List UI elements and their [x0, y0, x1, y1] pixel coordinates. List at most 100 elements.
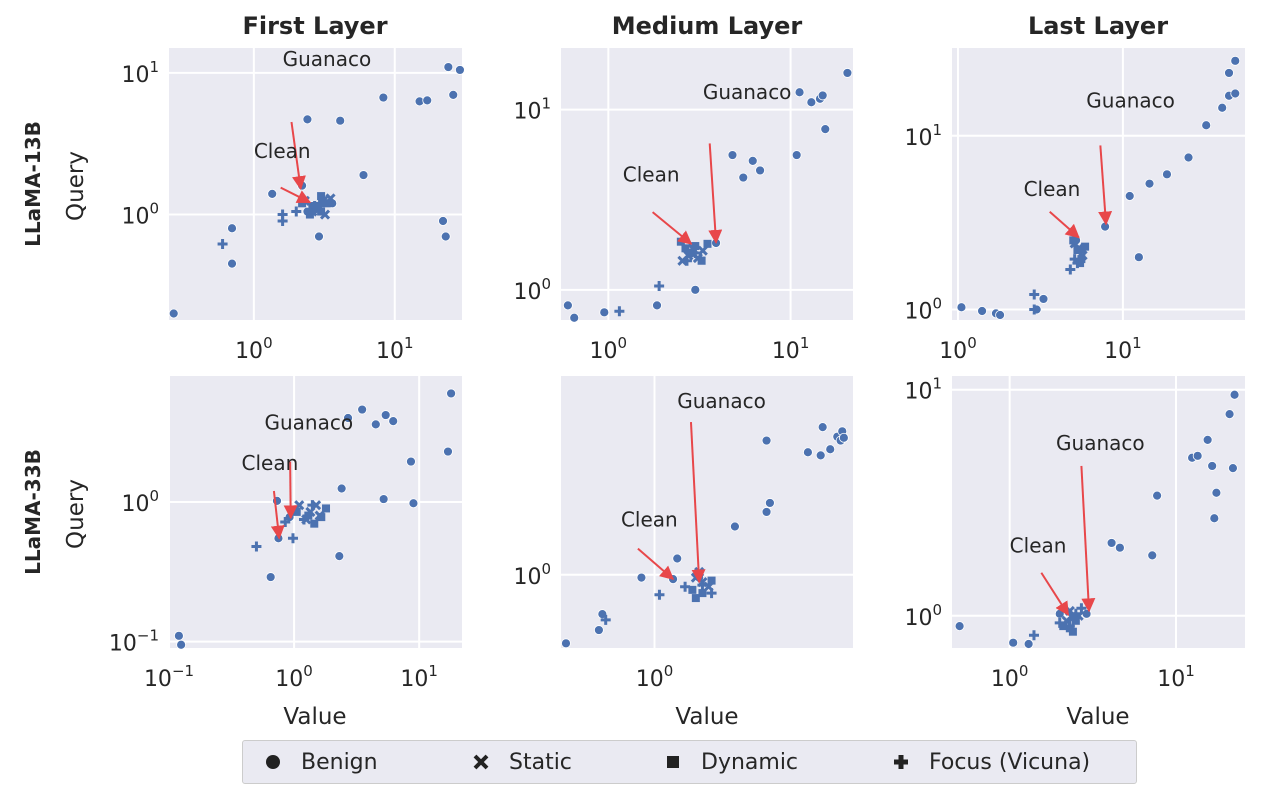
point-dynamic: [703, 239, 712, 248]
point-benign: [672, 553, 683, 564]
legend-label-static: Static: [509, 749, 572, 775]
point-benign: [422, 95, 433, 106]
point-benign: [265, 572, 276, 582]
point-focus: [291, 206, 302, 217]
x-axis-labels: Value Value Value: [283, 704, 1129, 730]
data-points: [956, 55, 1241, 320]
point-benign: [388, 416, 399, 427]
point-benign: [727, 150, 738, 160]
col-title-medium-layer: Medium Layer: [612, 12, 803, 40]
point-benign: [1152, 490, 1163, 501]
y-tick-label: 10−1: [109, 627, 159, 657]
point-benign: [438, 216, 448, 226]
annotation-arrow-guanaco: [689, 422, 706, 584]
point-benign: [336, 483, 347, 494]
panel-5: 100 100 Guanaco Clean: [513, 376, 853, 692]
point-benign: [335, 115, 346, 126]
row-label-llama-33b: LLaMA-33B: [21, 449, 45, 575]
point-focus: [681, 255, 692, 266]
x-tick-label: 100: [590, 334, 628, 364]
point-benign: [443, 446, 453, 457]
point-benign: [1224, 68, 1234, 78]
point-dynamic: [1081, 242, 1090, 251]
point-focus: [307, 500, 318, 511]
row-label-llama-13b: LLaMA-13B: [21, 121, 45, 247]
point-dynamic: [698, 589, 707, 598]
point-benign: [446, 388, 456, 399]
point-dynamic: [1069, 236, 1078, 245]
point-benign: [1209, 513, 1220, 524]
point-benign: [343, 413, 353, 423]
point-benign: [803, 447, 813, 458]
point-dynamic: [707, 576, 716, 585]
point-dynamic: [691, 242, 700, 251]
point-focus: [614, 306, 625, 317]
point-benign: [1229, 389, 1240, 400]
point-benign: [1192, 450, 1203, 461]
point-benign: [1124, 191, 1135, 201]
point-benign: [1230, 88, 1241, 99]
point-focus: [309, 200, 320, 211]
point-benign: [455, 65, 465, 75]
point-benign: [1211, 487, 1222, 498]
annotation-label-guanaco: Guanaco: [1086, 89, 1175, 113]
column-titles: First Layer Medium Layer Last Layer: [242, 12, 1168, 40]
y-tick-label: 100: [121, 487, 159, 517]
point-benign: [1201, 120, 1212, 131]
point-benign: [652, 300, 662, 311]
panel-4: 10−1 100 101 10−1 100 Guanaco Clean: [109, 376, 462, 692]
point-benign: [357, 404, 368, 415]
point-benign: [227, 223, 237, 234]
point-benign: [380, 410, 391, 420]
point-benign: [569, 312, 580, 323]
x-axis-label-middle: Value: [675, 704, 738, 730]
annotation-arrow-clean: [1040, 572, 1070, 616]
point-benign: [314, 231, 324, 242]
point-focus: [277, 216, 288, 227]
point-benign: [956, 302, 967, 313]
point-benign: [1207, 461, 1218, 471]
point-benign: [378, 494, 389, 504]
data-points: [168, 62, 465, 319]
annotation-label-clean: Clean: [621, 508, 678, 532]
point-benign: [1144, 178, 1155, 189]
point-benign: [440, 231, 451, 242]
point-dynamic: [691, 594, 700, 603]
point-benign: [820, 124, 831, 135]
point-focus: [251, 541, 262, 552]
legend-item-static: Static: [473, 747, 572, 777]
y-tick-label: 101: [121, 58, 159, 88]
y-tick-label: 100: [513, 275, 551, 305]
panel-1: 100 101 100 101 Guanaco Clean: [121, 47, 465, 364]
point-dynamic: [305, 210, 314, 219]
annotation-arrow-clean: [1049, 211, 1080, 239]
y-tick-label: 100: [121, 200, 159, 230]
point-benign: [765, 498, 775, 508]
legend-label-benign: Benign: [301, 749, 378, 775]
point-focus: [654, 281, 665, 292]
point-benign: [1228, 463, 1238, 474]
point-benign: [408, 498, 419, 509]
panel-background: [561, 376, 853, 648]
point-benign: [817, 422, 828, 433]
point-benign: [1008, 637, 1019, 648]
point-benign: [302, 114, 313, 125]
point-dynamic: [1073, 246, 1082, 255]
point-focus: [1028, 630, 1039, 641]
annotation-label-clean: Clean: [1010, 534, 1067, 558]
point-benign: [176, 639, 187, 650]
point-benign: [1133, 252, 1144, 263]
legend: Benign Static Dynamic Focus (Vicuna): [242, 740, 1137, 784]
point-dynamic: [1068, 627, 1077, 636]
point-benign: [1038, 294, 1049, 304]
annotation-arrow-guanaco: [1080, 465, 1096, 613]
point-focus: [318, 195, 329, 206]
point-benign: [755, 165, 765, 176]
x-tick-label: 101: [772, 334, 810, 364]
point-benign: [761, 507, 772, 517]
annotation-arrow-clean: [280, 186, 312, 204]
legend-marker-benign: [266, 755, 280, 769]
point-focus: [690, 248, 701, 259]
point-benign: [1224, 409, 1235, 420]
